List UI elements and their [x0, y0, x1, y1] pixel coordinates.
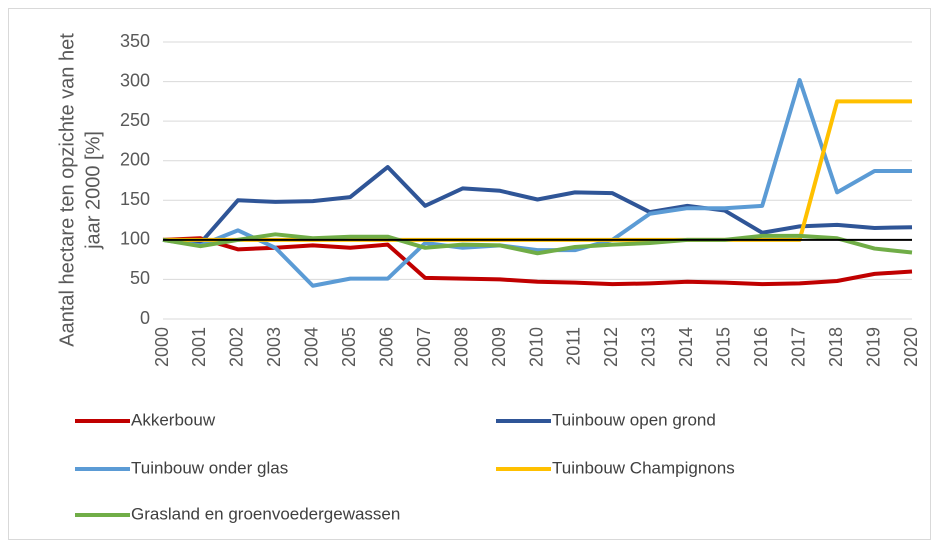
y-tick-label: 100: [120, 229, 150, 249]
x-tick-label: 2010: [526, 327, 546, 367]
legend-label: Tuinbouw open grond: [552, 410, 716, 429]
x-tick-label: 2013: [639, 327, 659, 367]
y-tick-label: 300: [120, 70, 150, 90]
x-tick-label: 2016: [751, 327, 771, 367]
x-tick-label: 2003: [264, 327, 284, 367]
y-axis-label: Aantal hectare ten opzichte van het: [56, 33, 78, 347]
series-line: [162, 77, 912, 288]
series-line: [162, 232, 913, 256]
x-tick-label: 2018: [826, 327, 846, 367]
x-tick-label: 2007: [414, 327, 434, 367]
legend-label: Grasland en groenvoedergewassen: [131, 504, 400, 523]
series-line: [163, 99, 912, 242]
y-axis-label: jaar 2000 [%]: [82, 131, 104, 250]
x-tick-label: 2002: [227, 327, 247, 367]
y-tick-label: 350: [120, 31, 150, 51]
x-tick-label: 2001: [189, 327, 209, 367]
x-tick-label: 2006: [376, 327, 396, 367]
y-tick-label: 200: [120, 149, 150, 169]
legend-label: Tuinbouw onder glas: [131, 458, 288, 477]
x-tick-label: 2019: [863, 327, 883, 367]
y-tick-label: 0: [140, 308, 150, 328]
x-tick-label: 2004: [302, 327, 322, 367]
y-tick-label: 150: [120, 189, 150, 209]
legend-label: Tuinbouw Champignons: [552, 458, 735, 477]
x-tick-label: 2011: [564, 327, 584, 366]
chart-border: [8, 8, 931, 540]
y-tick-label: 250: [120, 110, 150, 130]
series-line: [162, 236, 913, 287]
x-tick-label: 2009: [489, 327, 509, 367]
series-line: [162, 165, 913, 246]
legend-label: Akkerbouw: [131, 410, 216, 429]
y-tick-label: 50: [130, 268, 150, 288]
x-tick-label: 2000: [152, 327, 172, 367]
x-tick-label: 2012: [601, 327, 621, 367]
legend: Akkerbouw Tuinbouw open grond Tuinbouw ond…: [75, 410, 735, 523]
x-tick-label: 2005: [339, 327, 359, 367]
x-tick-label: 2014: [676, 327, 696, 367]
x-tick-label: 2015: [714, 327, 734, 367]
x-tick-label: 2017: [788, 327, 808, 367]
x-tick-label: 2020: [901, 327, 921, 367]
x-tick-label: 2008: [451, 327, 471, 367]
